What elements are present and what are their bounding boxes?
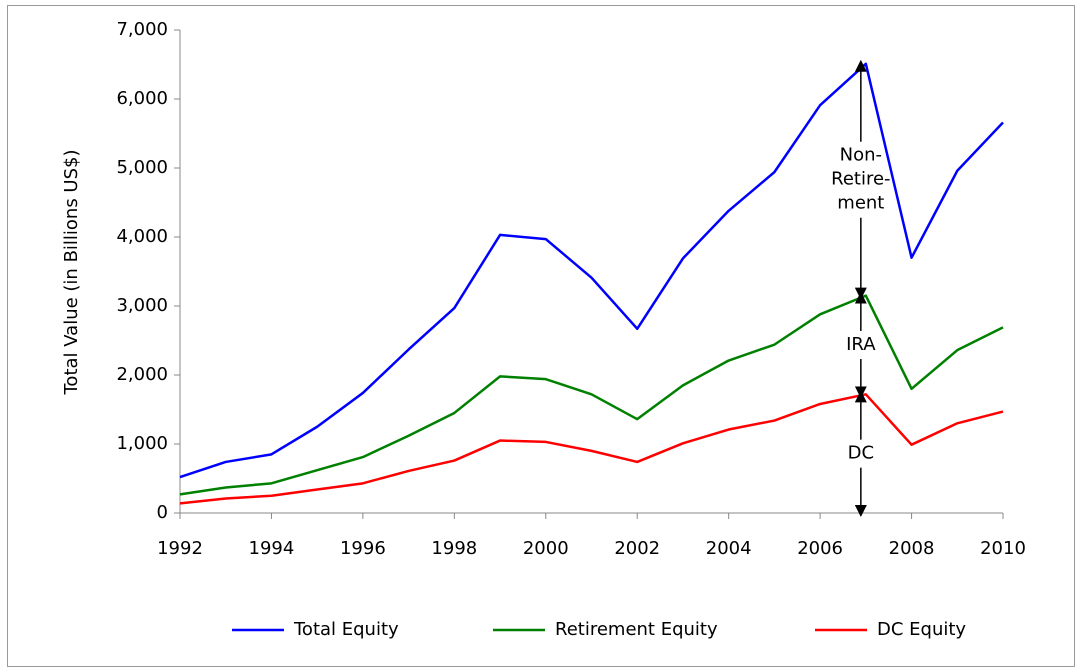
y-tick-label: 4,000 [116,226,168,247]
y-tick-label: 5,000 [116,157,168,178]
x-tick-label: 1998 [431,538,477,559]
x-tick-label: 1994 [249,538,295,559]
legend-label: DC Equity [877,619,966,640]
y-tick-label: 6,000 [116,88,168,109]
y-tick-label: 0 [157,502,168,523]
x-tick-label: 2006 [797,538,843,559]
y-tick-label: 2,000 [116,364,168,385]
x-tick-label: 2004 [706,538,752,559]
x-tick-label: 2000 [523,538,569,559]
x-tick-label: 2008 [889,538,935,559]
annotation-text: Non- [840,145,882,166]
annotation-text: DC [848,443,874,464]
x-tick-label: 2002 [614,538,660,559]
legend-label: Retirement Equity [555,619,718,640]
x-tick-label: 1992 [157,538,203,559]
x-tick-label: 1996 [340,538,386,559]
y-tick-label: 1,000 [116,433,168,454]
annotation-text: IRA [846,334,876,355]
y-tick-label: 3,000 [116,295,168,316]
x-tick-label: 2010 [980,538,1026,559]
legend-label: Total Equity [293,619,399,640]
y-axis-label: Total Value (in Billions US$) [61,149,82,395]
chart-frame [7,5,1075,667]
y-tick-label: 7,000 [116,19,168,40]
annotation-text: Retire- [831,169,890,190]
annotation-text: ment [837,193,884,214]
